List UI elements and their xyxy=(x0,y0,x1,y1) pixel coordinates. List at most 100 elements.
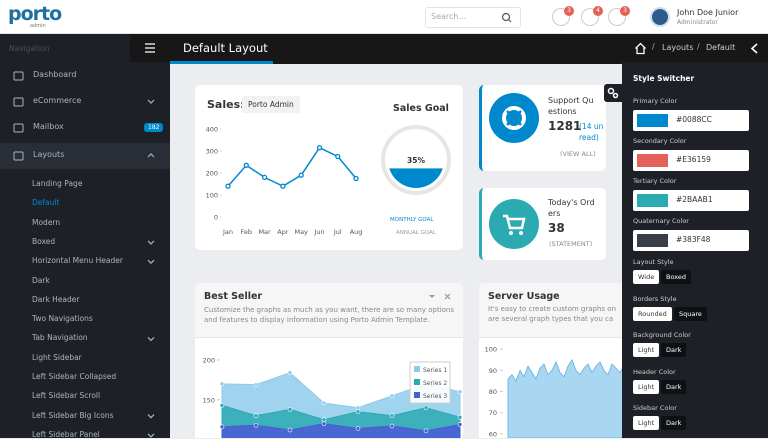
orders-count: 38 xyxy=(548,221,565,235)
color-value: #383F48 xyxy=(676,235,711,244)
nav-subitem[interactable]: Tab Navigation xyxy=(32,333,88,343)
color-value: #0088CC xyxy=(676,115,712,124)
lifebuoy xyxy=(502,106,526,130)
option-button[interactable]: Wide xyxy=(633,270,660,284)
option-label: Background Color xyxy=(633,331,691,339)
option-label: Sidebar Color xyxy=(633,404,677,412)
server-desc: It's easy to create custom graphs on xyxy=(488,305,616,313)
nav-subitem[interactable]: Landing Page xyxy=(32,179,83,188)
color-label: Primary Color xyxy=(633,97,678,105)
option-button[interactable]: Dark xyxy=(661,343,687,357)
search-box[interactable] xyxy=(425,7,521,28)
annual-goal[interactable]: ANNUAL GOAL xyxy=(396,230,436,236)
breadcrumb: Default xyxy=(706,43,736,52)
badge: 4 xyxy=(593,6,603,16)
breadcrumb-sep: / xyxy=(697,42,700,51)
support-title: Support Questions xyxy=(548,96,594,116)
nav-subitem[interactable]: Modern xyxy=(32,217,61,227)
color-label: Secondary Color xyxy=(633,137,687,145)
badge: 3 xyxy=(620,6,630,16)
option-label: Layout Style xyxy=(633,258,674,266)
statement[interactable]: (STATEMENT) xyxy=(549,240,593,248)
color-value: #2BAAB1 xyxy=(676,195,713,204)
nav-subitem[interactable]: Left Sidebar Big Icons xyxy=(32,410,114,420)
orders-title: Today's Orders xyxy=(548,198,595,218)
page-header xyxy=(170,34,768,64)
user-role: Administrator xyxy=(677,19,718,26)
color-label: Quaternary Color xyxy=(633,217,689,225)
color-swatch xyxy=(637,234,668,247)
header-icon[interactable] xyxy=(608,8,626,26)
option-label: Header Color xyxy=(633,367,676,376)
page-title: Default Layout xyxy=(183,41,268,55)
best-seller-desc: Customize the graphs as much as you want… xyxy=(204,306,455,324)
option-label: Borders Style xyxy=(633,294,677,303)
nav-item[interactable]: Mailbox xyxy=(33,122,64,131)
color-swatch xyxy=(637,154,668,167)
nav-subitem[interactable]: Light Sidebar xyxy=(32,352,82,362)
view-all[interactable]: (VIEW ALL) xyxy=(560,150,596,158)
monthly-goal[interactable]: MONTHLY GOAL xyxy=(390,217,434,223)
support-count: 1281 xyxy=(548,119,582,133)
option-button[interactable]: Dark xyxy=(661,379,687,394)
search-icon[interactable] xyxy=(500,11,514,25)
nav-item[interactable]: eCommerce xyxy=(33,96,82,105)
nav-subitem[interactable]: Two Navigations xyxy=(32,314,93,324)
switcher-title: Style Switcher xyxy=(633,74,695,83)
server-title: Server Usage xyxy=(488,291,560,302)
cart xyxy=(503,214,526,235)
sidebar xyxy=(0,34,170,438)
color-swatch xyxy=(637,114,668,127)
color-swatch xyxy=(637,194,668,207)
color-label: Tertiary Color xyxy=(633,177,677,185)
nav-subitem[interactable]: Left Sidebar Collapsed xyxy=(32,372,117,381)
active-item xyxy=(0,143,170,169)
sidebar-heading: Navigation xyxy=(9,44,50,53)
nav-subitem[interactable]: Dark Header xyxy=(32,294,80,304)
nav-subitem[interactable]: Dark xyxy=(32,275,50,285)
card-head xyxy=(195,283,463,338)
option-button[interactable]: Light xyxy=(633,379,660,394)
option-button[interactable]: Rounded xyxy=(633,306,672,321)
nav-item[interactable]: Dashboard xyxy=(33,70,77,79)
sales-selector[interactable]: Porto Admin xyxy=(242,96,300,113)
color-value: #E36159 xyxy=(676,155,711,164)
option-button[interactable]: Light xyxy=(633,343,660,357)
search-placeholder: Search... xyxy=(431,12,467,21)
logo[interactable]: porto xyxy=(8,3,62,25)
nav-badge: 182 xyxy=(144,123,164,132)
nav-item[interactable]: Layouts xyxy=(33,150,65,159)
breadcrumb-sep: / xyxy=(652,42,655,51)
title-underline xyxy=(170,61,273,64)
home-icon[interactable] xyxy=(634,42,647,55)
nav-subitem[interactable]: Default xyxy=(32,198,60,208)
nav-subitem[interactable]: Left Sidebar Scroll xyxy=(32,391,101,401)
hamburger-icon xyxy=(145,43,155,53)
badge: 3 xyxy=(564,6,574,16)
breadcrumb[interactable]: Layouts xyxy=(662,43,694,52)
orders-icon xyxy=(489,199,539,249)
nav-subitem[interactable]: Horizontal Menu Header xyxy=(32,256,123,266)
option-button[interactable]: Light xyxy=(633,416,660,430)
goal-title: Sales Goal xyxy=(393,103,449,114)
option-button[interactable]: Dark xyxy=(661,416,687,430)
card-head xyxy=(479,283,629,338)
logo-sub: admin xyxy=(30,23,46,29)
nav-subitem[interactable]: Boxed xyxy=(32,236,56,246)
avatar[interactable] xyxy=(650,7,670,27)
header-icon[interactable] xyxy=(581,8,599,26)
option-button[interactable]: Square xyxy=(674,306,707,321)
collapse-icon[interactable] xyxy=(750,43,760,54)
header xyxy=(0,0,768,34)
sales-title: Sales: xyxy=(207,98,245,111)
best-seller-title: Best Seller xyxy=(204,291,263,302)
nav-subitem[interactable]: Left Sidebar Panel xyxy=(32,429,100,439)
card-tools[interactable] xyxy=(428,292,454,302)
option-button[interactable]: Boxed xyxy=(661,270,692,284)
header-icon[interactable] xyxy=(552,8,570,26)
support-unread[interactable]: (14 unread) xyxy=(579,122,604,142)
server-desc: are several graph types that you ca xyxy=(488,315,614,323)
gears-icon xyxy=(607,87,619,99)
user-name: John Doe Junior xyxy=(677,8,739,17)
